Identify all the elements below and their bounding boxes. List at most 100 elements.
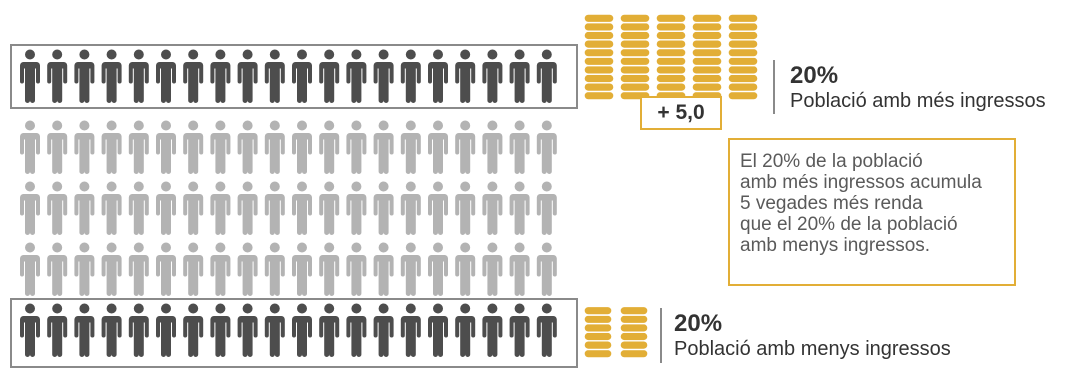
person-icon bbox=[455, 242, 476, 296]
person-icon bbox=[264, 49, 285, 103]
coin-stack-icon bbox=[583, 13, 615, 101]
person-icon bbox=[482, 303, 503, 357]
person-icon bbox=[20, 120, 40, 174]
person-icon bbox=[20, 181, 40, 235]
person-icon bbox=[346, 242, 367, 296]
person-icon bbox=[400, 303, 421, 357]
note-line: amb menys ingressos. bbox=[740, 235, 931, 256]
coin-stack-icon bbox=[583, 305, 613, 359]
person-icon bbox=[319, 303, 340, 357]
person-icon bbox=[47, 303, 68, 357]
person-icon bbox=[20, 242, 40, 296]
people-row-top bbox=[20, 49, 557, 103]
person-icon bbox=[346, 49, 367, 103]
person-icon bbox=[264, 120, 285, 174]
note-line: El 20% de la població bbox=[740, 151, 923, 172]
person-icon bbox=[47, 120, 68, 174]
person-icon bbox=[455, 120, 476, 174]
person-icon bbox=[47, 242, 68, 296]
person-icon bbox=[482, 49, 503, 103]
person-icon bbox=[455, 303, 476, 357]
ratio-badge: + 5,0 bbox=[640, 96, 722, 130]
coin-stack-icon bbox=[619, 13, 651, 101]
person-icon bbox=[292, 242, 312, 296]
person-icon bbox=[292, 49, 312, 103]
person-icon bbox=[346, 181, 367, 235]
person-icon bbox=[292, 181, 312, 235]
person-icon bbox=[264, 242, 285, 296]
person-icon bbox=[74, 303, 95, 357]
person-icon bbox=[400, 181, 421, 235]
person-icon bbox=[319, 49, 340, 103]
person-icon bbox=[237, 181, 258, 235]
person-icon bbox=[373, 49, 394, 103]
person-icon bbox=[373, 181, 394, 235]
person-icon bbox=[128, 49, 149, 103]
person-icon bbox=[400, 49, 421, 103]
coin-stack-icon bbox=[727, 13, 759, 101]
people-row-middle-1 bbox=[20, 120, 557, 174]
person-icon bbox=[292, 303, 312, 357]
person-icon bbox=[536, 120, 557, 174]
person-icon bbox=[20, 49, 40, 103]
person-icon bbox=[183, 303, 204, 357]
person-icon bbox=[428, 303, 448, 357]
ratio-label: + 5,0 bbox=[657, 101, 705, 124]
note-line: amb més ingressos acumula bbox=[740, 172, 982, 193]
person-icon bbox=[156, 303, 176, 357]
person-icon bbox=[128, 242, 149, 296]
person-icon bbox=[156, 242, 176, 296]
person-icon bbox=[156, 181, 176, 235]
person-icon bbox=[237, 242, 258, 296]
person-icon bbox=[428, 49, 448, 103]
person-icon bbox=[482, 120, 503, 174]
person-icon bbox=[509, 181, 530, 235]
person-icon bbox=[210, 120, 231, 174]
person-icon bbox=[428, 181, 448, 235]
coin-stacks-top bbox=[583, 13, 759, 101]
person-icon bbox=[210, 303, 231, 357]
coin-stack-icon bbox=[691, 13, 723, 101]
person-icon bbox=[509, 120, 530, 174]
person-icon bbox=[237, 303, 258, 357]
person-icon bbox=[509, 242, 530, 296]
person-icon bbox=[400, 242, 421, 296]
person-icon bbox=[373, 242, 394, 296]
person-icon bbox=[455, 49, 476, 103]
person-icon bbox=[373, 303, 394, 357]
person-icon bbox=[264, 181, 285, 235]
person-icon bbox=[20, 303, 40, 357]
person-icon bbox=[373, 120, 394, 174]
person-icon bbox=[101, 120, 122, 174]
person-icon bbox=[101, 303, 122, 357]
person-icon bbox=[128, 303, 149, 357]
person-icon bbox=[237, 120, 258, 174]
top-group-description: Població amb més ingressos bbox=[790, 90, 1046, 112]
person-icon bbox=[183, 49, 204, 103]
top-group-percent: 20% bbox=[790, 62, 839, 89]
person-icon bbox=[428, 242, 448, 296]
person-icon bbox=[74, 242, 95, 296]
bottom-label-divider bbox=[660, 308, 662, 363]
person-icon bbox=[156, 49, 176, 103]
person-icon bbox=[536, 303, 557, 357]
person-icon bbox=[319, 120, 340, 174]
coin-stack-icon bbox=[619, 305, 649, 359]
person-icon bbox=[101, 181, 122, 235]
people-row-middle-3 bbox=[20, 242, 557, 296]
note-line: que el 20% de la població bbox=[740, 214, 958, 235]
person-icon bbox=[346, 303, 367, 357]
person-icon bbox=[74, 181, 95, 235]
coin-stack-icon bbox=[655, 13, 687, 101]
explanation-note: El 20% de la població amb més ingressos … bbox=[728, 138, 1016, 286]
person-icon bbox=[128, 120, 149, 174]
person-icon bbox=[210, 181, 231, 235]
person-icon bbox=[482, 181, 503, 235]
people-row-bottom bbox=[20, 303, 557, 357]
bottom-group-label: 20% Població amb menys ingressos bbox=[674, 311, 951, 361]
person-icon bbox=[400, 120, 421, 174]
coin-stacks-bottom bbox=[583, 305, 649, 359]
people-row-middle-2 bbox=[20, 181, 557, 235]
person-icon bbox=[101, 49, 122, 103]
person-icon bbox=[509, 303, 530, 357]
